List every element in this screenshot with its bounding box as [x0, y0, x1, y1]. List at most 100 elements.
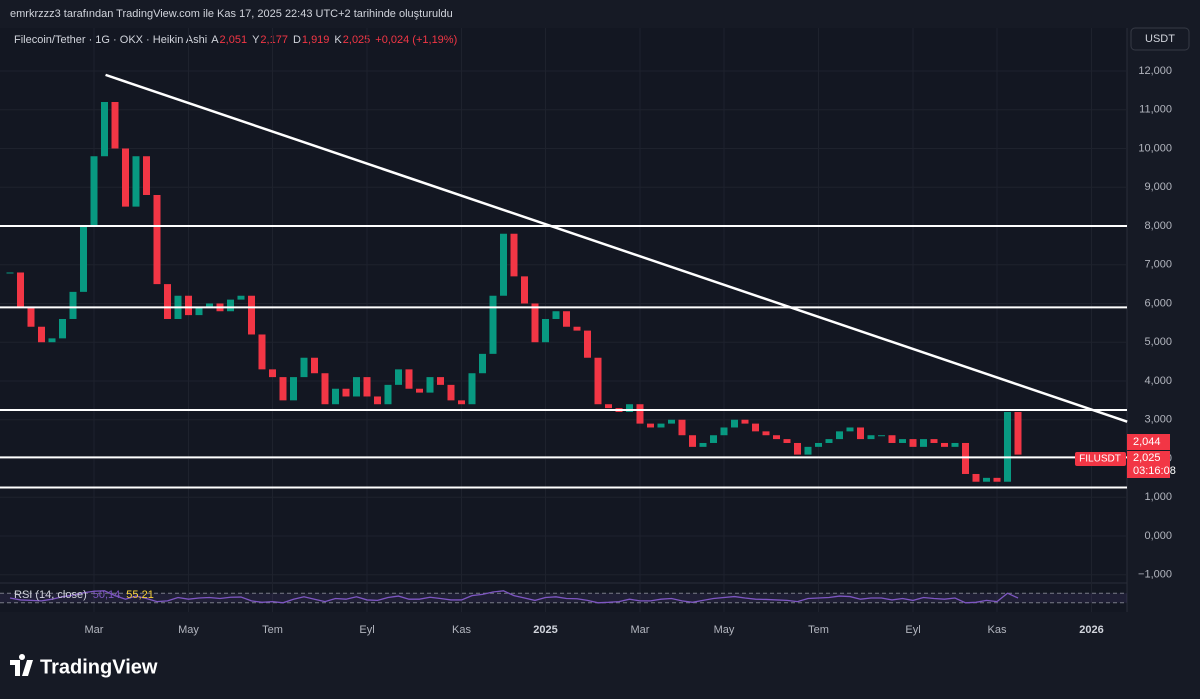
candle	[279, 377, 287, 401]
x-tick-label: Kas	[988, 624, 1007, 636]
candle	[69, 291, 77, 319]
candle	[699, 442, 707, 447]
candle	[972, 473, 980, 482]
candle	[500, 233, 507, 296]
candle	[447, 384, 455, 401]
candle	[678, 419, 686, 436]
candle	[237, 295, 245, 300]
legend-key: D	[293, 34, 301, 46]
legend-value: 2,051	[220, 34, 248, 46]
candle	[962, 442, 969, 474]
rsi-value: 50,14	[93, 589, 121, 601]
y-tick-label: 6,000	[1144, 297, 1172, 309]
candle	[825, 439, 833, 443]
candle	[563, 311, 570, 327]
y-tick-label: 4,000	[1144, 375, 1172, 387]
y-tick-label: 3,000	[1144, 414, 1172, 426]
candle	[1004, 411, 1011, 482]
candle	[762, 431, 770, 436]
candle	[741, 419, 749, 424]
x-tick-label: Kas	[452, 624, 471, 636]
candle	[1014, 411, 1022, 455]
x-tick-label: Mar	[85, 624, 104, 636]
rsi-name: RSI (14, close)	[14, 589, 87, 601]
y-tick-label: 0,000	[1144, 530, 1172, 542]
candle	[710, 435, 717, 443]
candle	[153, 194, 161, 285]
candle	[941, 442, 948, 447]
candle	[38, 326, 45, 343]
candle	[269, 369, 276, 378]
y-tick-label: 12,000	[1138, 65, 1172, 77]
candle	[468, 373, 476, 405]
candle	[426, 377, 434, 393]
x-tick-label: 2025	[533, 624, 557, 636]
candle	[815, 442, 822, 447]
x-tick-label: May	[178, 624, 199, 636]
candle	[489, 295, 497, 354]
candle	[248, 295, 255, 335]
candle	[227, 299, 234, 312]
candle	[605, 404, 612, 409]
candle	[626, 404, 633, 412]
candle	[668, 419, 675, 424]
legend-value: 2,177	[260, 34, 288, 46]
candle	[363, 377, 371, 397]
candle	[437, 377, 444, 385]
price-tag-bg	[1127, 434, 1170, 450]
candle	[636, 404, 644, 424]
candle	[416, 388, 423, 393]
price-tag-countdown: 03:16:08	[1133, 465, 1176, 477]
symbol-tag-bg	[1075, 452, 1126, 466]
currency-label[interactable]: USDT	[1145, 33, 1175, 45]
candle	[132, 156, 140, 207]
candle	[48, 338, 56, 343]
candle	[195, 307, 203, 316]
candle	[311, 357, 318, 374]
candle	[752, 423, 759, 432]
candle	[951, 442, 959, 447]
candle	[867, 435, 875, 440]
legend-ohlc: A 2,051 Y 2,177 D 1,919 K 2,025 +0,024 (+1,19%)	[211, 34, 457, 46]
candle	[59, 318, 66, 339]
currency-button[interactable]	[1130, 27, 1190, 51]
candle	[731, 419, 738, 428]
rsi-ma-value: 55,21	[126, 589, 154, 601]
legend-symbol: Filecoin/Tether · 1G · OKX · Heikin Ashi	[14, 34, 207, 46]
candle	[531, 303, 539, 343]
candle	[783, 439, 791, 443]
candle	[573, 326, 581, 331]
candle	[374, 396, 381, 405]
candle	[479, 353, 486, 374]
candle	[122, 148, 129, 207]
candle	[552, 311, 560, 319]
y-tick-label: 11,000	[1139, 104, 1172, 116]
candle	[930, 439, 938, 443]
candle	[521, 276, 528, 304]
symbol-tag: FILUSDT	[1079, 454, 1121, 465]
candle	[164, 284, 171, 319]
rsi-line	[9, 590, 1019, 604]
candle	[773, 435, 780, 440]
candle	[888, 435, 896, 443]
y-tick-label: −1,000	[1138, 569, 1172, 581]
candle	[647, 423, 654, 428]
candle	[342, 388, 350, 397]
price-tag-bg	[1127, 451, 1170, 478]
candle	[80, 225, 87, 292]
price-tag-last: 2,025	[1133, 452, 1161, 464]
legend-key: K	[334, 34, 342, 46]
candle	[846, 427, 854, 432]
candle	[804, 446, 812, 455]
candle	[657, 423, 665, 428]
x-tick-label: 2026	[1079, 624, 1103, 636]
candle	[111, 101, 119, 149]
x-tick-label: Tem	[808, 624, 829, 636]
candle	[899, 439, 906, 443]
candle	[353, 377, 360, 397]
candle	[395, 369, 402, 385]
candle	[90, 156, 98, 226]
y-tick-label: 1,000	[1144, 491, 1172, 503]
y-tick-label: 9,000	[1144, 181, 1172, 193]
